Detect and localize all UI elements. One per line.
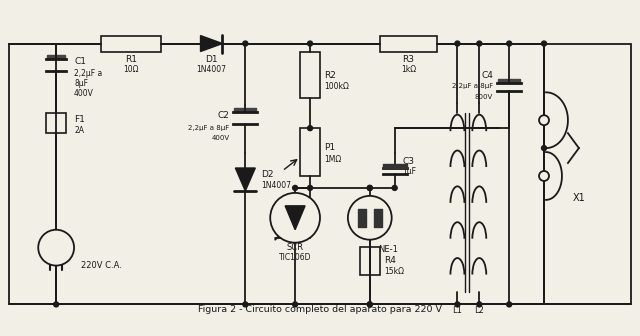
Text: 400V: 400V [74,89,94,98]
Bar [300,51,320,98]
Circle shape [54,302,59,307]
Circle shape [38,230,74,265]
Circle shape [243,302,248,307]
Text: TIC106D: TIC106D [279,253,311,262]
Text: P1: P1 [324,142,335,152]
Text: 1MΩ: 1MΩ [324,155,341,164]
Bar [10,44,630,304]
Text: C3: C3 [403,157,415,166]
Text: 8µF: 8µF [74,79,88,88]
Text: 800V: 800V [475,94,493,100]
Text: C1: C1 [74,57,86,66]
Circle shape [308,126,312,131]
Circle shape [507,302,511,307]
Text: 2,2µF a: 2,2µF a [74,69,102,78]
Bar [46,113,66,133]
Text: R1: R1 [125,55,137,64]
Text: 1kΩ: 1kΩ [401,65,416,74]
Text: NE-1: NE-1 [378,245,397,254]
Circle shape [539,171,549,181]
Text: C2: C2 [218,111,229,120]
Circle shape [455,41,460,46]
Text: 220V C.A.: 220V C.A. [81,261,122,270]
Text: 1N4007: 1N4007 [261,181,291,191]
Text: 15kΩ: 15kΩ [384,267,404,276]
Text: R2: R2 [324,71,336,80]
Circle shape [367,302,372,307]
Text: X1: X1 [573,193,585,203]
Circle shape [541,41,547,46]
Text: R4: R4 [384,256,396,265]
Text: D2: D2 [261,170,274,179]
Text: 2,2µF a 8µF: 2,2µF a 8µF [188,125,229,131]
Circle shape [539,115,549,125]
Text: 400V: 400V [211,135,229,141]
Circle shape [367,185,372,191]
Text: C4: C4 [481,71,493,80]
Bar [360,247,380,275]
Circle shape [507,41,511,46]
Circle shape [367,185,372,191]
Text: F1: F1 [74,115,85,124]
Text: L2: L2 [474,306,484,315]
Circle shape [243,41,248,46]
Bar [300,128,320,176]
Circle shape [292,302,298,307]
Text: Figura 2 - Circuito completo del aparato para 220 V: Figura 2 - Circuito completo del aparato… [198,305,442,314]
Circle shape [308,41,312,46]
Circle shape [292,185,298,191]
Polygon shape [236,168,255,191]
Text: D1: D1 [205,55,218,64]
Text: 2A: 2A [74,126,84,135]
Circle shape [270,193,320,243]
Circle shape [348,196,392,240]
Text: L1: L1 [452,306,462,315]
Text: 1N4007: 1N4007 [196,65,227,74]
Circle shape [308,185,312,191]
Circle shape [392,185,397,191]
Circle shape [367,302,372,307]
Text: R3: R3 [403,55,415,64]
Text: 10Ω: 10Ω [123,65,139,74]
Circle shape [455,302,460,307]
Bar [101,36,161,51]
Text: 1µF: 1µF [403,167,417,176]
Bar [380,36,438,51]
Circle shape [477,41,482,46]
Text: 2,2µF a 8µF: 2,2µF a 8µF [452,83,493,89]
Text: SCR: SCR [287,243,303,252]
Polygon shape [200,36,223,51]
Circle shape [477,302,482,307]
Polygon shape [285,206,305,230]
Circle shape [541,145,547,151]
Text: 100kΩ: 100kΩ [324,82,349,91]
